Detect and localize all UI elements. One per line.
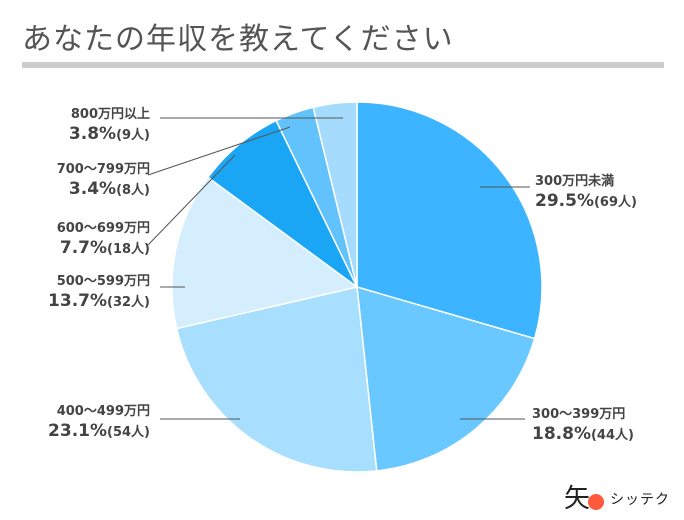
brand-mark: 矢 [563,484,590,514]
slice-count: (69人) [594,194,637,210]
slice-value-label: 13.7%(32人) [48,291,150,311]
pie-slice [312,101,358,288]
slice-category-label: 800万円以上 [71,107,150,122]
pie-slice [171,176,359,330]
pie-slice [356,285,536,472]
slice-value-label: 18.8%(44人) [532,424,634,444]
slice-percent: 18.8% [532,424,591,444]
slice-value-label: 3.8%(9人) [69,124,150,144]
slice-category-label: 600〜699万円 [57,221,150,236]
pie-slice [356,101,543,340]
leader-lines [147,117,530,420]
slice-value-label: 3.4%(8人) [69,179,150,199]
slice-percent: 3.4% [69,179,116,199]
slice-percent: 23.1% [48,421,107,441]
brand-logo: 矢 シッテク [564,486,670,512]
slice-category-label: 300〜399万円 [532,407,625,422]
slice-category-label: 700〜799万円 [57,162,150,177]
slice-value-label: 29.5%(69人) [535,191,637,211]
slice-count: (32人) [107,294,150,310]
slice-percent: 29.5% [535,191,594,211]
slice-percent: 7.7% [60,238,107,258]
slice-category-label: 400〜499万円 [57,404,150,419]
page-title: あなたの年収を教えてください [22,22,454,57]
leader-line [147,154,236,246]
slice-category-label: 500〜599万円 [57,274,150,289]
slice-value-label: 23.1%(54人) [48,421,150,441]
slice-category-label: 300万円未満 [535,173,614,189]
slice-count: (18人) [107,241,150,257]
slice-percent: 13.7% [48,291,107,311]
slice-labels: 300万円未満 29.5%(69人) 300〜399万円 18.8%(44人) 400〜… [48,107,637,444]
slice-value-label: 7.7%(18人) [60,238,150,258]
leader-line [147,126,291,176]
slice-count: (54人) [107,424,150,440]
pie-slices [171,101,543,473]
slice-count: (8人) [116,182,150,198]
title-underline [22,62,664,68]
brand-dot-icon [588,494,604,510]
slice-percent: 3.8% [69,124,116,144]
pie-slice [175,286,378,473]
slice-count: (9人) [116,127,150,143]
brand-name: シッテク [610,492,670,508]
slice-count: (44人) [591,427,634,443]
